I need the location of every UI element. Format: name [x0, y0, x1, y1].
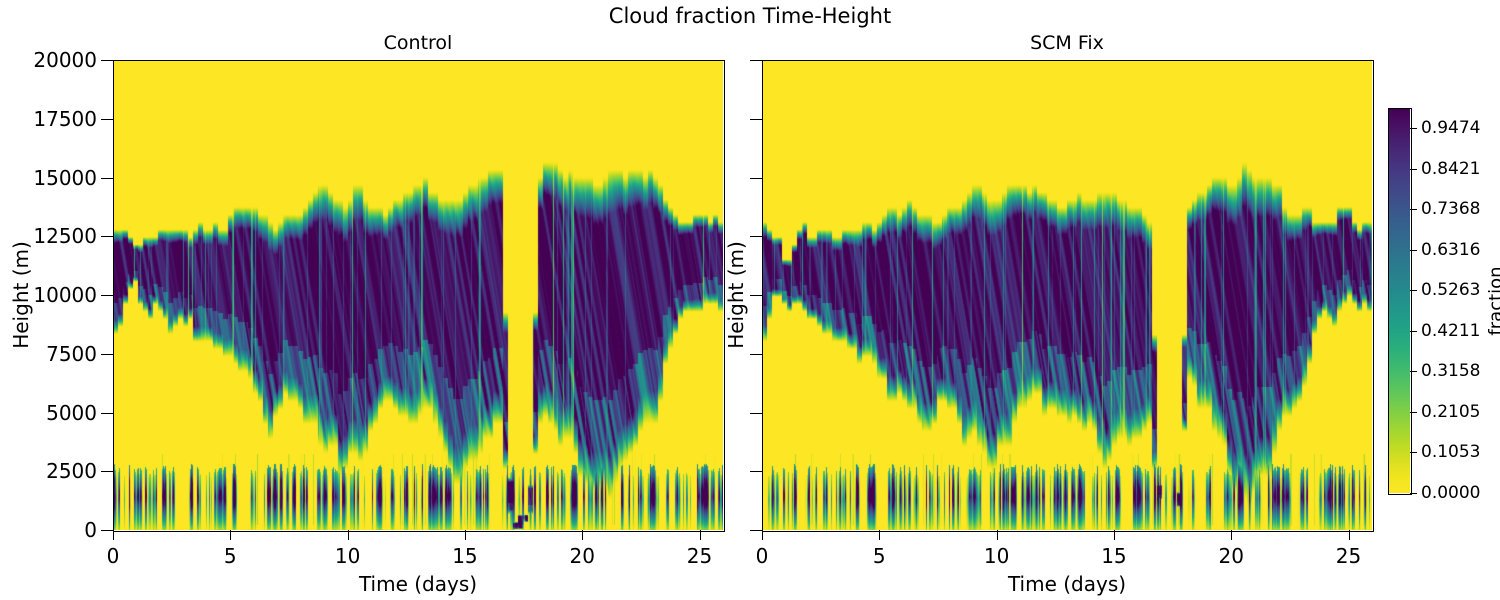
y-tick-1-3 [750, 353, 762, 355]
x-tick-1-1 [879, 530, 881, 540]
y-tick-label-0-7: 17500 [33, 106, 97, 131]
y-tick-0-7 [101, 118, 113, 120]
colorbar-tick-8 [1410, 168, 1417, 170]
y-tick-label-0-0: 0 [84, 518, 97, 542]
subplot-title-scm-fix: SCM Fix [1030, 32, 1104, 54]
y-tick-1-4 [750, 295, 762, 296]
y-tick-0-6 [101, 177, 113, 179]
y-tick-0-3 [101, 353, 113, 355]
x-tick-label-1-2: 10 [983, 544, 1010, 568]
colorbar-tick-7 [1410, 209, 1417, 211]
colorbar-tick-label-0: 0.0000 [1421, 483, 1481, 503]
y-tick-0-1 [101, 471, 113, 473]
y-tick-0-2 [101, 412, 113, 414]
y-tick-1-6 [750, 177, 762, 179]
colorbar-tick-1 [1410, 452, 1417, 454]
y-tick-1-7 [750, 118, 762, 120]
colorbar-tick-label-6: 0.6316 [1421, 239, 1481, 260]
y-tick-label-0-3: 7500 [46, 341, 97, 366]
x-tick-label-1-3: 15 [1101, 544, 1127, 568]
x-tick-label-0-3: 15 [452, 544, 478, 568]
colorbar-tick-4 [1410, 330, 1417, 332]
x-tick-label-0-4: 20 [569, 544, 595, 568]
colorbar-tick-6 [1410, 249, 1417, 251]
x-tick-label-1-5: 25 [1335, 544, 1362, 568]
x-tick-label-0-0: 0 [106, 544, 120, 568]
y-tick-label-0-4: 10000 [33, 283, 97, 307]
x-tick-0-3 [464, 530, 466, 540]
colorbar-tick-label-1: 0.1053 [1421, 442, 1481, 463]
x-tick-label-0-2: 10 [334, 544, 361, 568]
subplot-scm-fix: SCM Fix Time (days) Height (m) 0 5 10 15 20 2… [724, 32, 1374, 596]
x-tick-label-1-0: 0 [755, 544, 769, 568]
colorbar-tick-5 [1410, 290, 1417, 292]
y-tick-label-0-1: 2500 [46, 459, 97, 484]
figure-suptitle: Cloud fraction Time-Height [608, 4, 892, 28]
y-tick-1-0 [750, 530, 762, 531]
x-tick-label-1-4: 20 [1218, 544, 1244, 568]
x-tick-1-4 [1231, 530, 1233, 540]
heatmap-scm-fix [762, 60, 1372, 530]
x-axis-label-control: Time (days) [358, 572, 478, 596]
colorbar-tick-label-2: 0.2105 [1421, 401, 1481, 422]
y-tick-0-5 [101, 236, 113, 238]
x-tick-1-0 [762, 530, 763, 540]
x-tick-label-1-1: 5 [872, 544, 886, 568]
colorbar: fraction 0.0000 0.1053 0.2105 0.3158 0.4211 0… [1388, 108, 1500, 503]
colorbar-tick-label-4: 0.4211 [1421, 320, 1481, 341]
y-tick-1-2 [750, 412, 762, 414]
y-axis-label-control: Height (m) [9, 241, 33, 349]
y-tick-label-0-5: 12500 [33, 224, 97, 249]
subplot-title-control: Control [383, 32, 453, 54]
colorbar-tick-label-8: 0.8421 [1421, 158, 1481, 179]
colorbar-tick-label-5: 0.5263 [1421, 280, 1481, 301]
x-tick-label-0-5: 25 [686, 544, 713, 568]
colorbar-gradient [1388, 108, 1410, 493]
y-tick-label-0-8: 20000 [33, 48, 97, 72]
colorbar-tick-label-9: 0.9474 [1421, 118, 1481, 139]
colorbar-tick-label-3: 0.3158 [1421, 361, 1481, 382]
y-tick-0-8 [101, 60, 113, 61]
subplot-control: Control Time (days) Height (m) 0 2500 5000… [9, 32, 725, 596]
x-tick-0-2 [347, 530, 349, 540]
y-tick-label-0-2: 5000 [46, 400, 97, 425]
x-axis-label-scm-fix: Time (days) [1007, 572, 1127, 596]
y-tick-1-1 [750, 471, 762, 473]
colorbar-tick-3 [1410, 371, 1417, 373]
x-tick-1-3 [1113, 530, 1115, 540]
colorbar-tick-9 [1410, 128, 1417, 130]
y-axis-label-scm-fix: Height (m) [724, 241, 748, 349]
x-tick-1-2 [996, 530, 998, 540]
x-tick-0-1 [230, 530, 232, 540]
y-tick-0-4 [101, 295, 113, 296]
x-tick-0-5 [699, 530, 701, 540]
heatmap-control [113, 60, 723, 530]
colorbar-tick-label-7: 0.7368 [1421, 199, 1481, 220]
x-tick-0-4 [582, 530, 584, 540]
y-tick-1-5 [750, 236, 762, 238]
colorbar-tick-2 [1410, 411, 1417, 413]
x-tick-1-5 [1348, 530, 1350, 540]
y-tick-1-8 [750, 60, 762, 61]
x-tick-0-0 [113, 530, 114, 540]
y-tick-0-0 [101, 530, 113, 531]
y-tick-label-0-6: 15000 [33, 165, 97, 190]
colorbar-tick-0 [1410, 493, 1417, 494]
x-tick-label-0-1: 5 [223, 544, 237, 568]
colorbar-label: fraction [1485, 265, 1500, 336]
